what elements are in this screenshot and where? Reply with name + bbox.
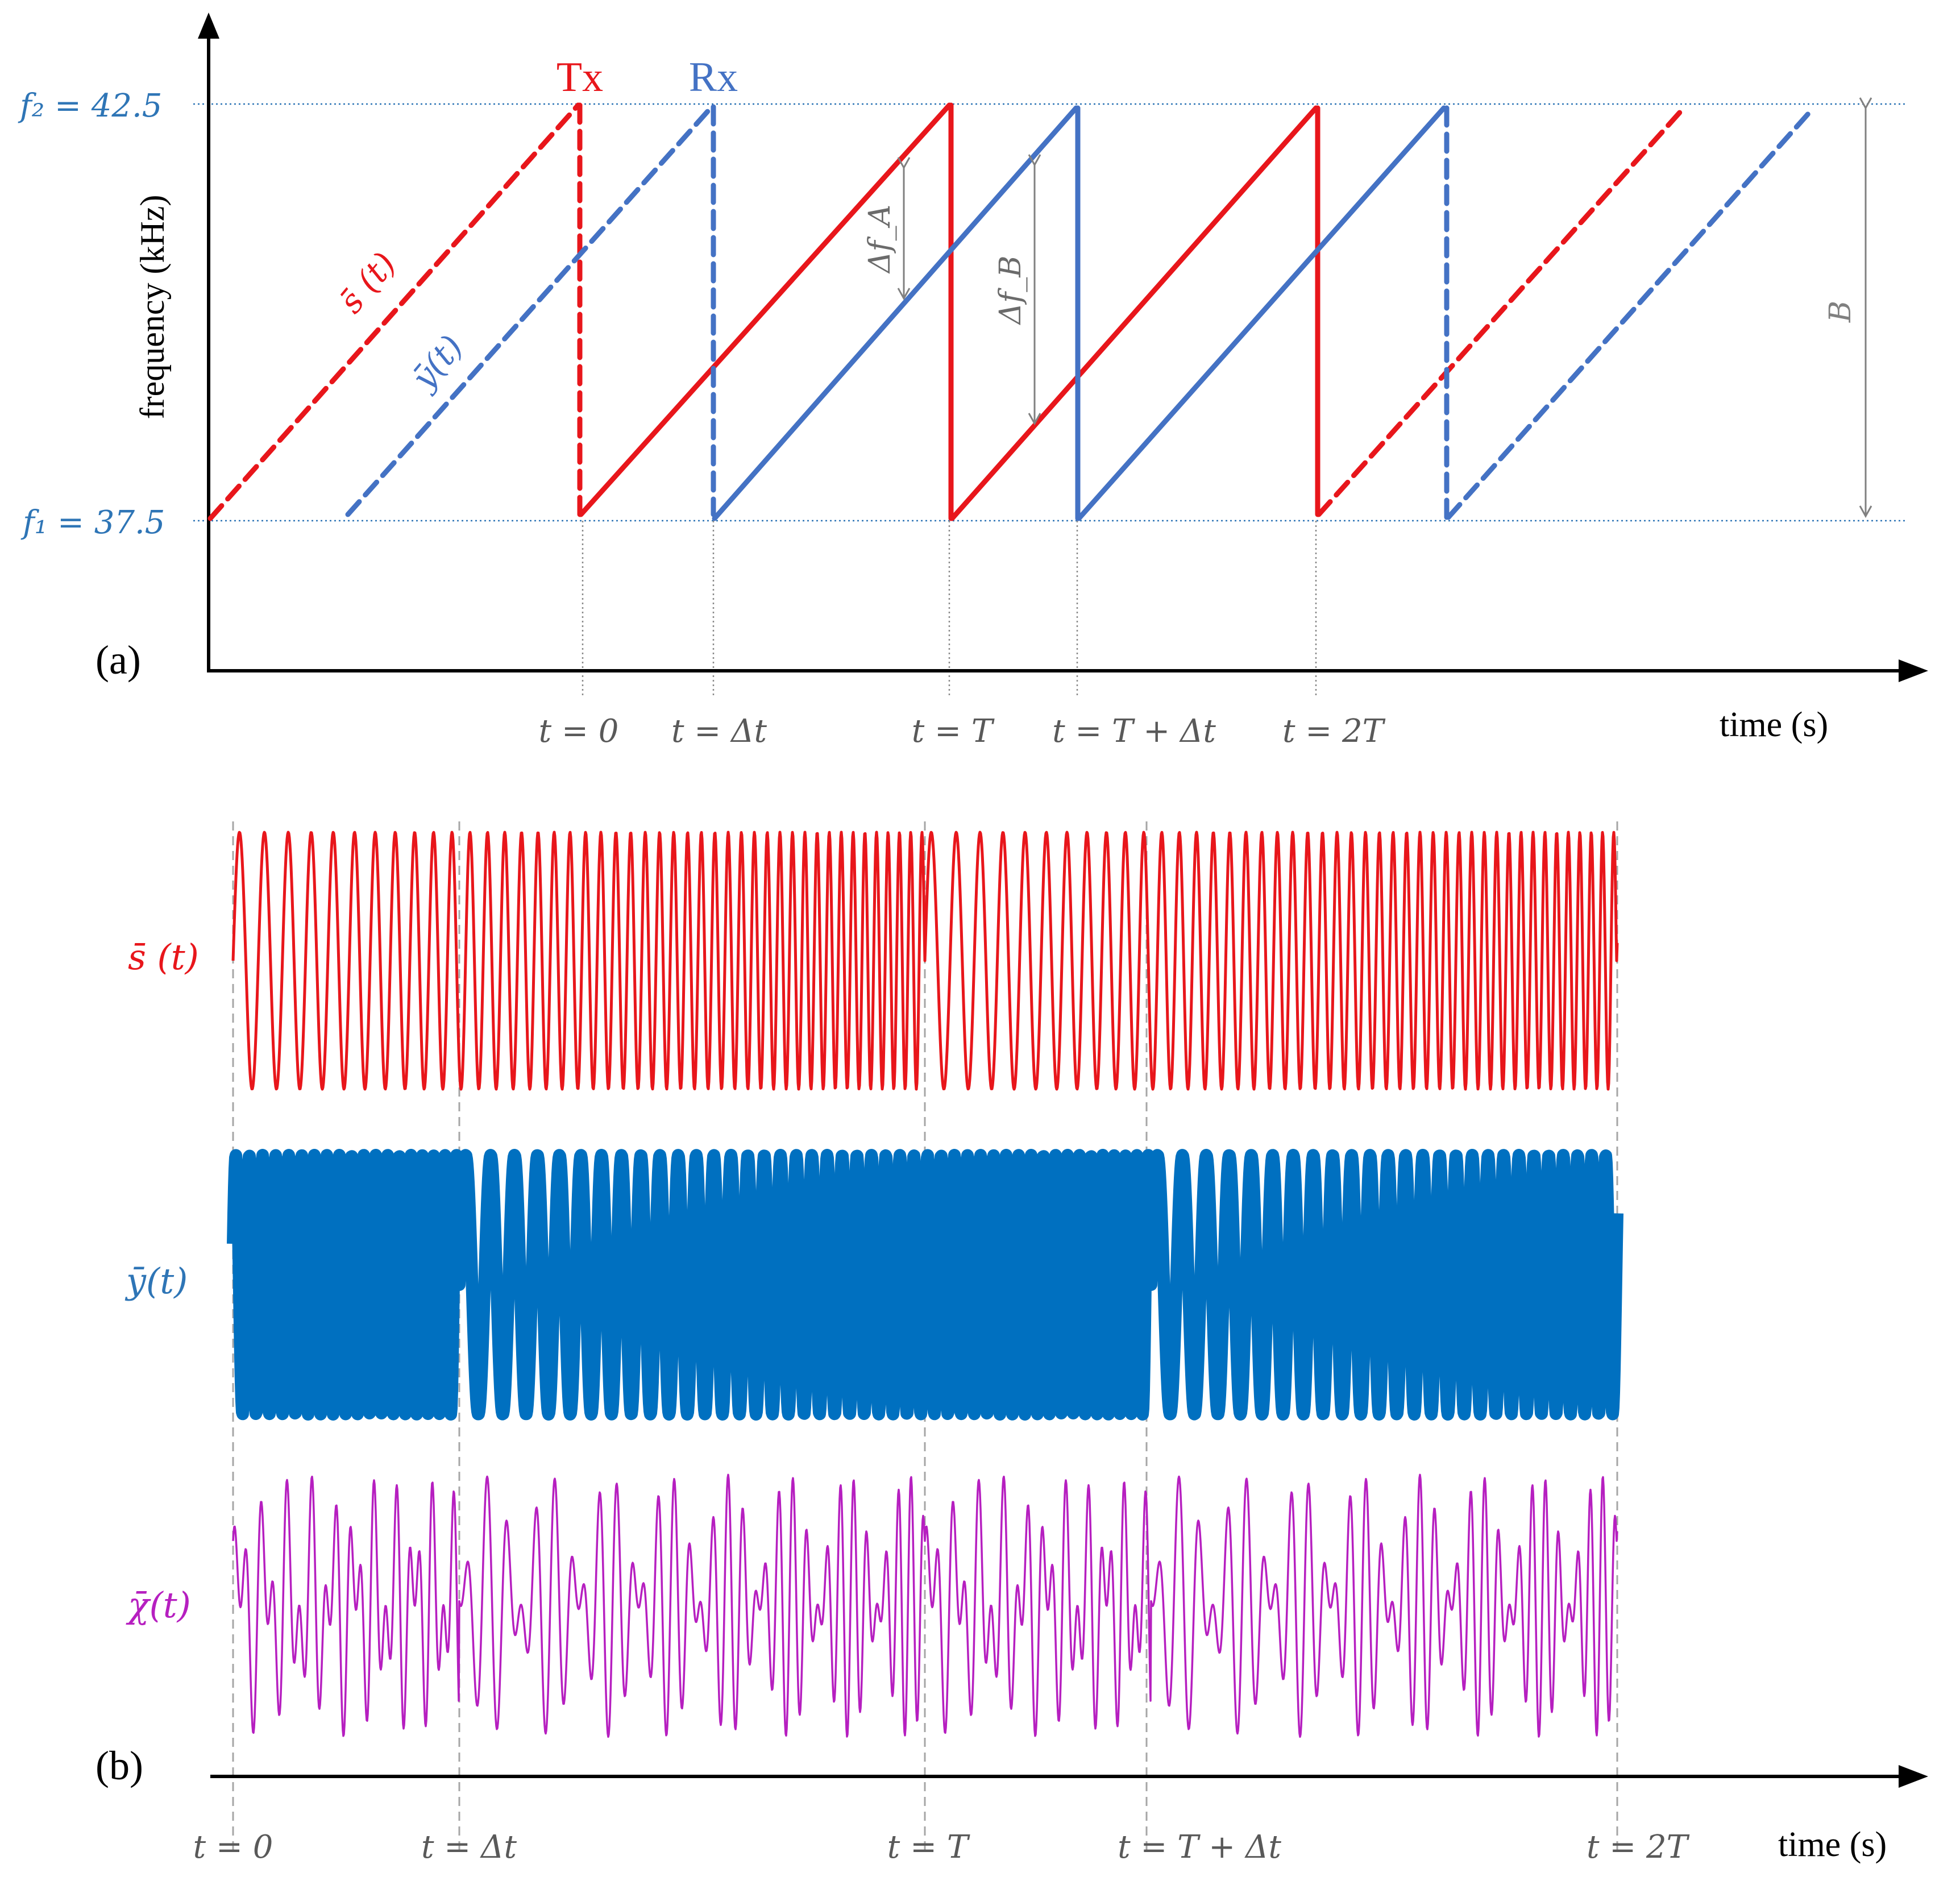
x-axis-b-arrowhead <box>1899 1765 1928 1788</box>
rx-chirp-series <box>345 104 1816 521</box>
y-bar-waveform <box>227 1149 1623 1421</box>
rx-ramp-dashed-2 <box>1446 105 1816 520</box>
f2-label: f₂ = 42.5 <box>18 88 162 124</box>
chi-bar-label-b: χ̄(t) <box>126 1584 191 1626</box>
f1-label: f₁ = 37.5 <box>20 504 165 541</box>
panel-a-label: (a) <box>95 637 141 683</box>
panel-b-label: (b) <box>95 1743 143 1788</box>
tx-ramp-1 <box>578 102 952 517</box>
tick-label-2T-a: t = 2T <box>1282 713 1386 750</box>
x-axis-label-b: time (s) <box>1778 1825 1887 1864</box>
tick-label-t0-a: t = 0 <box>539 713 619 750</box>
s-bar-label-a: s̄ (t) <box>331 245 404 321</box>
tick-label-T-b: t = T <box>887 1829 970 1866</box>
tick-label-T-dt-a: t = T + Δt <box>1052 713 1216 750</box>
y-bar-label-b: ȳ(t) <box>124 1260 188 1302</box>
tx-chirp-series <box>207 102 1687 521</box>
tx-ramp-2 <box>949 105 1319 521</box>
tick-label-dt-a: t = Δt <box>671 713 767 750</box>
rx-ramp-dashed-1 <box>345 104 715 517</box>
tick-label-2T-b: t = 2T <box>1587 1829 1690 1866</box>
x-axis-arrowhead <box>1899 659 1928 682</box>
delta-fa-label: Δf_A <box>863 205 897 274</box>
rx-ramp-2 <box>1076 105 1447 521</box>
y-axis-arrowhead <box>198 13 219 39</box>
y-axis-label: frequency (kHz) <box>134 195 171 420</box>
s-bar-waveform <box>231 831 1619 1091</box>
tick-label-T-dt-b: t = T + Δt <box>1118 1829 1281 1866</box>
tx-ramp-dashed-2 <box>1316 105 1687 517</box>
tx-ramp-dashed-1 <box>207 102 581 521</box>
bandwidth-label: B <box>1824 301 1858 323</box>
panel-b: s̄ (t) ȳ(t) χ̄(t) (b) time (s) t = 0 t … <box>95 821 1928 1866</box>
tick-label-dt-b: t = Δt <box>421 1829 517 1866</box>
delta-fb-label: Δf_B <box>994 255 1028 325</box>
x-axis-label-a: time (s) <box>1720 705 1828 744</box>
chi-bar-waveform <box>232 1473 1618 1738</box>
tick-label-t0-b: t = 0 <box>193 1829 273 1866</box>
panel-a: f₂ = 42.5 f₁ = 37.5 frequency (kHz) Tx R… <box>18 13 1928 750</box>
rx-ramp-1 <box>712 105 1079 521</box>
tx-label: Tx <box>557 54 603 101</box>
rx-label: Rx <box>689 54 738 101</box>
tick-label-T-a: t = T <box>912 713 995 750</box>
s-bar-label-b: s̄ (t) <box>128 936 199 978</box>
